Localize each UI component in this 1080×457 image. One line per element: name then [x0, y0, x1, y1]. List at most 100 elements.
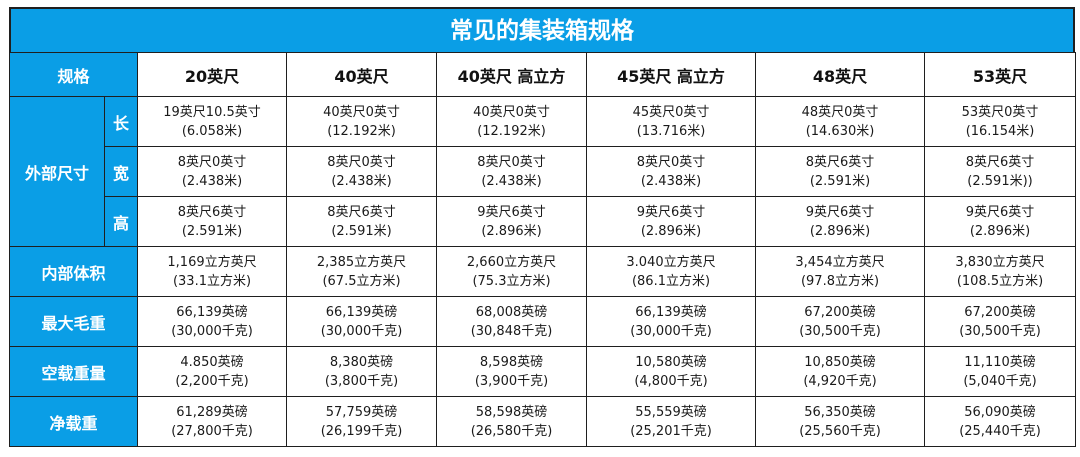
cell-primary: 40英尺0英寸 — [323, 104, 400, 120]
cell-secondary: (12.192米) — [477, 123, 546, 139]
table-row: 外部尺寸 长 19英尺10.5英寸 (6.058米) 40英尺0英寸 (12.192… — [9, 96, 1077, 247]
cell-primary: 58,598英磅 — [475, 404, 548, 420]
cell-secondary: (3,900千克) — [474, 373, 549, 389]
row-label-net-payload: 净载重 — [8, 396, 139, 447]
cell-primary: 8英尺0英寸 — [177, 154, 247, 170]
cell-secondary: (75.3立方米) — [472, 273, 551, 289]
cell-secondary: (30,000千克) — [171, 323, 253, 339]
cell-primary: 61,289英磅 — [176, 404, 248, 420]
table-cell: 8英尺0英寸 (2.438米) — [137, 146, 288, 197]
table-cell: 8英尺6英寸 (2.591米) — [137, 196, 288, 247]
table-cell: 8英尺6英寸 (2.591米)) — [924, 146, 1077, 197]
cell-secondary: (27,800千克) — [171, 423, 253, 439]
cell-secondary: (2.591米) — [809, 173, 871, 189]
table-cell: 8英尺6英寸 (2.591米) — [286, 196, 438, 247]
cell-primary: 19英尺10.5英寸 — [163, 104, 261, 120]
cell-primary: 57,759英磅 — [325, 404, 398, 420]
table-cell: 2,660立方英尺 (75.3立方米) — [436, 246, 588, 297]
table-cell: 66,139英磅 (30,000千克) — [286, 296, 438, 347]
cell-secondary: (2.896米) — [809, 223, 871, 239]
row-sublabel-width: 宽 — [103, 146, 139, 197]
cell-secondary: (25,201千克) — [630, 423, 712, 439]
cell-secondary: (30,848千克) — [470, 323, 553, 339]
table-cell: 8英尺0英寸 (2.438米) — [286, 146, 438, 197]
cell-primary: 8英尺6英寸 — [805, 154, 875, 170]
container-spec-table: 规格 20英尺 40英尺 40英尺 高立方 45英尺 高立方 48英尺 53英尺… — [8, 52, 1077, 447]
cell-secondary: (67.5立方米) — [322, 273, 401, 289]
cell-primary: 67,200英磅 — [964, 304, 1036, 320]
cell-primary: 67,200英磅 — [804, 304, 876, 320]
table-cell: 10,850英磅 (4,920千克) — [755, 346, 926, 397]
table-cell: 8,380英磅 (3,800千克) — [286, 346, 438, 397]
cell-primary: 8,598英磅 — [479, 354, 544, 370]
table-cell: 56,350英磅 (25,560千克) — [755, 396, 926, 447]
header-row: 规格 20英尺 40英尺 40英尺 高立方 45英尺 高立方 48英尺 53英尺 — [8, 52, 1077, 97]
table-cell: 19英尺10.5英寸 (6.058米) — [137, 96, 288, 147]
cell-secondary: (2.896米) — [969, 223, 1031, 239]
cell-primary: 40英尺0英寸 — [473, 104, 550, 120]
table-cell: 61,289英磅 (27,800千克) — [137, 396, 288, 447]
table-cell: 58,598英磅 (26,580千克) — [436, 396, 588, 447]
spec-table-container: 常见的集装箱规格 规格 20英尺 40英尺 40英尺 高立方 45英尺 高立方 … — [8, 7, 1077, 447]
cell-primary: 56,350英磅 — [804, 404, 876, 420]
cell-primary: 9英尺6英寸 — [477, 204, 546, 220]
cell-secondary: (6.058米) — [181, 123, 243, 139]
table-cell: 40英尺0英寸 (12.192米) — [436, 96, 588, 147]
table-cell: 56,090英磅 (25,440千克) — [924, 396, 1077, 447]
cell-primary: 3,454立方英尺 — [795, 254, 885, 270]
table-cell: 11,110英磅 (5,040千克) — [924, 346, 1077, 397]
col-header-40ft: 40英尺 — [286, 52, 438, 97]
table-cell: 53英尺0英寸 (16.154米) — [924, 96, 1077, 147]
table-cell: 8英尺6英寸 (2.591米) — [755, 146, 926, 197]
cell-secondary: (30,500千克) — [959, 323, 1041, 339]
cell-primary: 56,090英磅 — [964, 404, 1036, 420]
row-sublabel-length: 长 — [103, 96, 139, 147]
table-row: 最大毛重 66,139英磅 (30,000千克) 66,139英磅 (30,000千… — [8, 296, 1077, 347]
col-header-53ft: 53英尺 — [924, 52, 1077, 97]
cell-primary: 8英尺0英寸 — [636, 154, 706, 170]
row-label-tare-weight: 空载重量 — [8, 346, 139, 397]
table-cell: 9英尺6英寸 (2.896米) — [586, 196, 757, 247]
cell-secondary: (3,800千克) — [324, 373, 399, 389]
cell-secondary: (2.438米) — [481, 173, 542, 189]
cell-secondary: (2.438米) — [331, 173, 392, 189]
corner-header: 规格 — [8, 52, 139, 97]
cell-primary: 9英尺6英寸 — [636, 204, 706, 220]
cell-secondary: (16.154米) — [965, 123, 1035, 139]
cell-secondary: (97.8立方米) — [800, 273, 880, 289]
table-cell: 9英尺6英寸 (2.896米) — [924, 196, 1077, 247]
cell-primary: 9英尺6英寸 — [805, 204, 875, 220]
row-label-internal-volume: 内部体积 — [8, 246, 139, 297]
cell-primary: 48英尺0英寸 — [801, 104, 879, 120]
cell-secondary: (30,000千克) — [320, 323, 403, 339]
table-cell: 3.040立方英尺 (86.1立方米) — [586, 246, 757, 297]
table-cell: 4.850英磅 (2,200千克) — [137, 346, 288, 397]
table-row: 内部体积 1,169立方英尺 (33.1立方米) 2,385立方英尺 (67.5立方… — [8, 246, 1077, 297]
cell-primary: 4.850英磅 — [180, 354, 244, 370]
cell-secondary: (2.438米) — [181, 173, 243, 189]
cell-primary: 9英尺6英寸 — [965, 204, 1035, 220]
cell-secondary: (25,560千克) — [799, 423, 881, 439]
cell-primary: 68,008英磅 — [475, 304, 548, 320]
table-cell: 67,200英磅 (30,500千克) — [755, 296, 926, 347]
table-cell: 40英尺0英寸 (12.192米) — [286, 96, 438, 147]
table-cell: 1,169立方英尺 (33.1立方米) — [137, 246, 288, 297]
cell-secondary: (86.1立方米) — [631, 273, 711, 289]
cell-primary: 10,850英磅 — [804, 354, 876, 370]
cell-secondary: (13.716米) — [636, 123, 706, 139]
cell-primary: 55,559英磅 — [635, 404, 707, 420]
cell-secondary: (2.896米) — [640, 223, 702, 239]
cell-secondary: (2.896米) — [481, 223, 542, 239]
cell-secondary: (5,040千克) — [963, 373, 1037, 389]
table-row: 净载重 61,289英磅 (27,800千克) 57,759英磅 (26,199千克… — [8, 396, 1077, 447]
cell-primary: 10,580英磅 — [635, 354, 707, 370]
cell-secondary: (2.438米) — [640, 173, 702, 189]
cell-secondary: (30,500千克) — [799, 323, 881, 339]
cell-primary: 3,830立方英尺 — [955, 254, 1045, 270]
cell-primary: 66,139英磅 — [635, 304, 707, 320]
table-title: 常见的集装箱规格 — [9, 7, 1075, 52]
cell-primary: 2,660立方英尺 — [466, 254, 557, 270]
cell-primary: 1,169立方英尺 — [167, 254, 257, 270]
table-cell: 8英尺0英寸 (2.438米) — [586, 146, 757, 197]
table-cell: 48英尺0英寸 (14.630米) — [755, 96, 926, 147]
